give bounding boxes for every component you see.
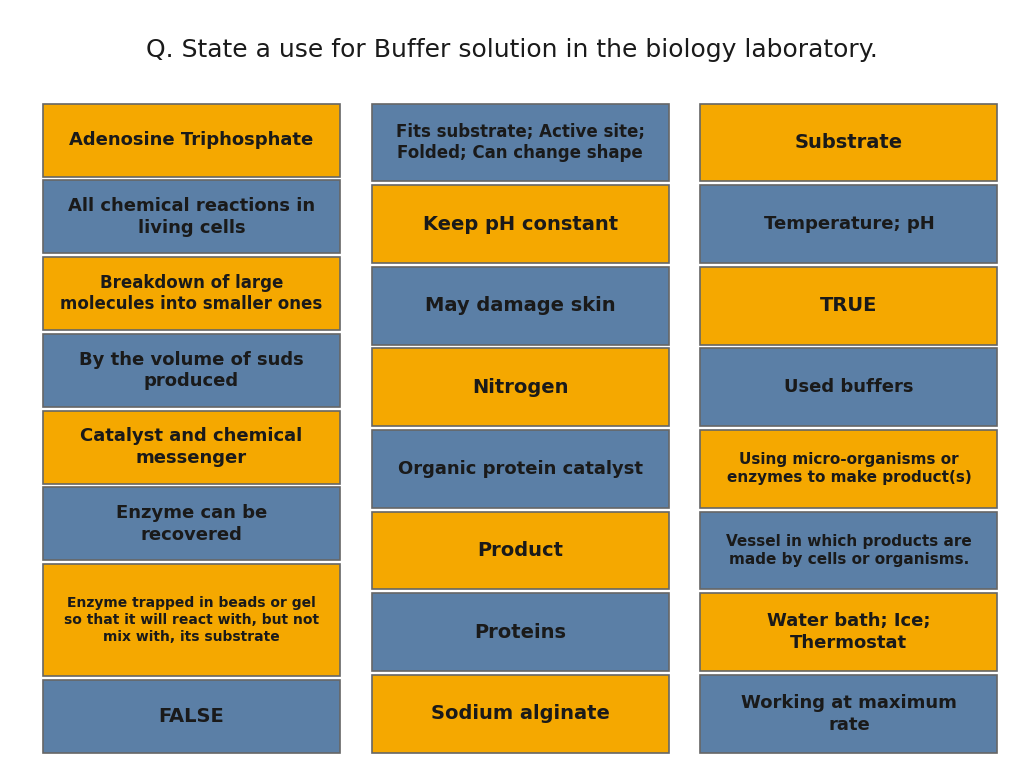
FancyBboxPatch shape: [700, 266, 997, 345]
FancyBboxPatch shape: [372, 266, 669, 345]
FancyBboxPatch shape: [700, 185, 997, 263]
Text: Sodium alginate: Sodium alginate: [431, 704, 609, 723]
Text: Catalyst and chemical
messenger: Catalyst and chemical messenger: [80, 427, 303, 467]
FancyBboxPatch shape: [43, 488, 340, 561]
FancyBboxPatch shape: [372, 511, 669, 590]
Text: Nitrogen: Nitrogen: [472, 378, 568, 397]
Text: Temperature; pH: Temperature; pH: [764, 215, 934, 233]
Text: Using micro-organisms or
enzymes to make product(s): Using micro-organisms or enzymes to make…: [726, 452, 972, 485]
FancyBboxPatch shape: [700, 593, 997, 671]
Text: Q. State a use for Buffer solution in the biology laboratory.: Q. State a use for Buffer solution in th…: [146, 38, 878, 62]
FancyBboxPatch shape: [700, 104, 997, 181]
FancyBboxPatch shape: [43, 564, 340, 676]
FancyBboxPatch shape: [43, 411, 340, 484]
Text: TRUE: TRUE: [820, 296, 878, 315]
Text: May damage skin: May damage skin: [425, 296, 615, 315]
FancyBboxPatch shape: [372, 593, 669, 671]
FancyBboxPatch shape: [372, 349, 669, 426]
FancyBboxPatch shape: [700, 349, 997, 426]
Text: Vessel in which products are
made by cells or organisms.: Vessel in which products are made by cel…: [726, 534, 972, 567]
FancyBboxPatch shape: [372, 430, 669, 508]
Text: Enzyme trapped in beads or gel
so that it will react with, but not
mix with, its: Enzyme trapped in beads or gel so that i…: [63, 596, 319, 644]
Text: Fits substrate; Active site;
Folded; Can change shape: Fits substrate; Active site; Folded; Can…: [395, 123, 645, 162]
Text: Substrate: Substrate: [795, 133, 903, 152]
FancyBboxPatch shape: [372, 104, 669, 181]
FancyBboxPatch shape: [372, 185, 669, 263]
FancyBboxPatch shape: [43, 334, 340, 407]
Text: Product: Product: [477, 541, 563, 560]
FancyBboxPatch shape: [43, 104, 340, 177]
Text: All chemical reactions in
living cells: All chemical reactions in living cells: [68, 197, 315, 237]
Text: Breakdown of large
molecules into smaller ones: Breakdown of large molecules into smalle…: [60, 274, 323, 313]
Text: Proteins: Proteins: [474, 623, 566, 641]
Text: By the volume of suds
produced: By the volume of suds produced: [79, 351, 304, 390]
Text: Enzyme can be
recovered: Enzyme can be recovered: [116, 504, 267, 544]
FancyBboxPatch shape: [43, 180, 340, 253]
FancyBboxPatch shape: [700, 675, 997, 753]
Text: Water bath; Ice;
Thermostat: Water bath; Ice; Thermostat: [767, 612, 931, 652]
FancyBboxPatch shape: [43, 680, 340, 753]
Text: Keep pH constant: Keep pH constant: [423, 215, 617, 233]
FancyBboxPatch shape: [372, 675, 669, 753]
Text: Working at maximum
rate: Working at maximum rate: [741, 694, 956, 733]
FancyBboxPatch shape: [43, 257, 340, 330]
FancyBboxPatch shape: [700, 430, 997, 508]
Text: FALSE: FALSE: [159, 707, 224, 726]
FancyBboxPatch shape: [700, 511, 997, 590]
Text: Used buffers: Used buffers: [784, 379, 913, 396]
Text: Adenosine Triphosphate: Adenosine Triphosphate: [70, 131, 313, 149]
Text: Organic protein catalyst: Organic protein catalyst: [397, 460, 643, 478]
